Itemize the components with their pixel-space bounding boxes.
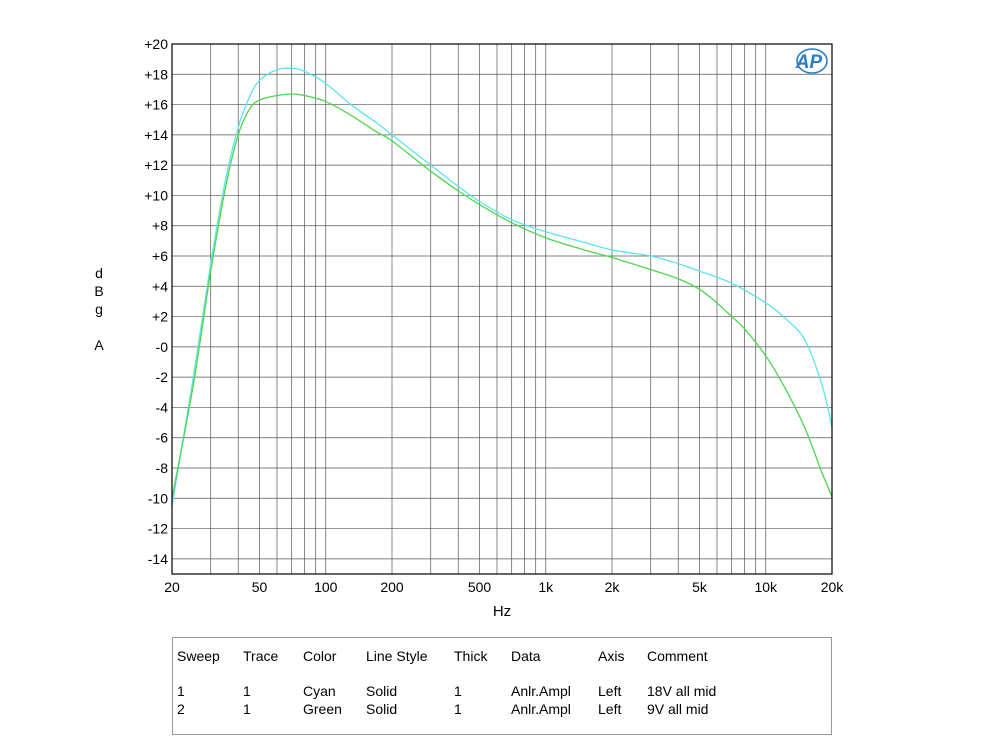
series-line-1: [171, 67, 833, 506]
x-tick-label: 10k: [754, 579, 778, 595]
x-tick-label: 2k: [605, 579, 621, 595]
y-tick-label: -0: [156, 339, 169, 355]
sweep-legend-table: Sweep Trace Color Line Style Thick Data …: [172, 637, 832, 735]
legend-row1-comment: 18V all mid: [647, 683, 717, 699]
legend-row1-sweep: 1: [177, 683, 185, 699]
legend-row2-color: Green: [303, 701, 342, 717]
legend-row1-line-style: Solid: [366, 683, 398, 699]
frequency-response-chart: +20 +18 +16 +14 +12 +10 +8 +6 +4 +2 -0 -2 -4 -6 -8 -10 -…: [144, 36, 844, 620]
x-tick-label: 20k: [821, 579, 845, 595]
legend-row2-data: Anlr.Ampl: [511, 701, 571, 717]
legend-header-trace: Trace: [243, 648, 279, 664]
legend-header-data: Data: [511, 648, 541, 664]
y-tick-label: +20: [144, 36, 168, 52]
x-axis-label: Hz: [493, 603, 511, 620]
legend-header-thick: Thick: [454, 648, 488, 664]
y-tick-label: +16: [144, 97, 168, 113]
legend-row1-trace: 1: [243, 683, 251, 699]
y-tick-label: -14: [148, 551, 168, 567]
x-tick-label: 100: [314, 579, 338, 595]
legend-row2-axis: Left: [598, 701, 622, 717]
y-tick-labels: +20 +18 +16 +14 +12 +10 +8 +6 +4 +2 -0 -2 -4 -6 -8 -10 -…: [144, 36, 168, 567]
x-tick-label: 5k: [692, 579, 708, 595]
y-tick-label: -4: [156, 399, 169, 415]
legend-header-axis: Axis: [598, 648, 625, 664]
y-tick-label: +8: [152, 218, 168, 234]
y-tick-label: +6: [152, 248, 168, 264]
x-tick-label: 500: [468, 579, 492, 595]
legend-row2-trace: 1: [243, 701, 251, 717]
ap-logo-text: AP: [795, 52, 823, 73]
x-tick-label: 200: [380, 579, 404, 595]
y-axis-label-line-1: d: [95, 265, 103, 281]
legend-header-color: Color: [303, 648, 337, 664]
series-line-2: [171, 93, 833, 499]
y-tick-label: -10: [148, 490, 168, 506]
y-tick-label: -6: [156, 430, 169, 446]
y-axis-label-line-5: A: [94, 337, 104, 353]
legend-row1-color: Cyan: [303, 683, 336, 699]
x-tick-label: 20: [164, 579, 180, 595]
x-tick-label: 1k: [538, 579, 554, 595]
y-tick-label: -8: [156, 460, 169, 476]
plot-grid: [171, 43, 833, 574]
legend-row2-thick: 1: [454, 701, 462, 717]
legend-header-comment: Comment: [647, 648, 708, 664]
y-tick-label: +14: [144, 127, 168, 143]
plot-frame: [171, 43, 833, 575]
legend-row1-thick: 1: [454, 683, 462, 699]
y-tick-label: +10: [144, 187, 168, 203]
y-tick-label: -12: [148, 521, 168, 537]
y-tick-label: +4: [152, 278, 168, 294]
x-tick-labels: 20 50 100 200 500 1k 2k 5k 10k 20k: [164, 579, 844, 595]
legend-header-line-style: Line Style: [366, 648, 428, 664]
ap-logo: AP: [795, 48, 828, 74]
y-tick-label: +18: [144, 66, 168, 82]
y-axis-label-line-2: B: [94, 283, 104, 299]
plot-series: [171, 67, 833, 506]
y-tick-label: -2: [156, 369, 169, 385]
legend-row1-axis: Left: [598, 683, 622, 699]
y-axis-label-line-3: g: [95, 301, 103, 317]
legend-row2-comment: 9V all mid: [647, 701, 709, 717]
legend-row2-sweep: 2: [177, 701, 185, 717]
legend-row1-data: Anlr.Ampl: [511, 683, 571, 699]
y-tick-label: +12: [144, 157, 168, 173]
legend-header-sweep: Sweep: [177, 648, 220, 664]
y-tick-label: +2: [152, 309, 168, 325]
x-tick-label: 50: [252, 579, 268, 595]
legend-row2-line-style: Solid: [366, 701, 398, 717]
